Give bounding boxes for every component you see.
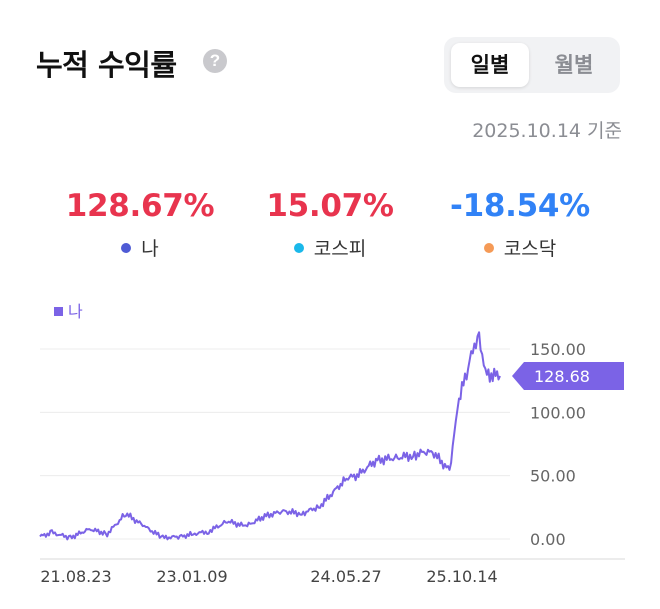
x-tick-label: 21.08.23 xyxy=(40,567,111,586)
stat-label-row: 코스피 xyxy=(240,234,420,261)
stat-label-row: 코스닥 xyxy=(430,234,610,261)
page-title: 누적 수익률 xyxy=(36,48,177,82)
stat-kospi: 15.07% 코스피 xyxy=(240,188,420,261)
period-toggle: 일별 월별 xyxy=(444,37,620,93)
y-tick-label: 100.00 xyxy=(530,403,586,422)
stat-label-row: 나 xyxy=(50,234,230,261)
stat-label: 코스피 xyxy=(313,238,367,260)
stat-label: 나 xyxy=(141,238,159,260)
current-value-badge: 128.68 xyxy=(512,362,624,391)
legend-dot xyxy=(483,243,494,253)
x-tick-label: 25.10.14 xyxy=(426,567,497,586)
current-value-label: 128.68 xyxy=(534,367,590,386)
stat-kosdaq: -18.54% 코스닥 xyxy=(430,188,610,261)
legend-label: 나 xyxy=(68,302,83,321)
legend-swatch xyxy=(54,307,63,316)
cumulative-return-chart: 나 0.00 50.00 100.00 150.00 21.08.23 23.01.09… xyxy=(39,302,625,586)
current-value-badge-shape xyxy=(512,362,624,391)
stat-label: 코스닥 xyxy=(503,238,557,260)
chart-legend: 나 xyxy=(54,302,83,321)
legend-dot xyxy=(293,243,304,253)
question-circle-icon[interactable]: ? xyxy=(203,49,227,73)
daily-tab[interactable]: 일별 xyxy=(451,43,529,87)
series-line-me xyxy=(39,331,501,541)
monthly-tab[interactable]: 월별 xyxy=(554,53,594,77)
y-tick-label: 0.00 xyxy=(530,530,566,549)
x-tick-label: 23.01.09 xyxy=(156,567,227,586)
legend-dot xyxy=(121,243,132,253)
as-of-date: 2025.10.14 기준 xyxy=(472,120,622,142)
stat-value: -18.54% xyxy=(450,188,590,224)
stat-me: 128.67% 나 xyxy=(50,188,230,261)
y-tick-label: 50.00 xyxy=(530,467,576,486)
y-tick-label: 150.00 xyxy=(530,340,586,359)
stat-value: 128.67% xyxy=(65,188,215,224)
x-tick-label: 24.05.27 xyxy=(310,567,381,586)
stat-value: 15.07% xyxy=(266,188,394,224)
